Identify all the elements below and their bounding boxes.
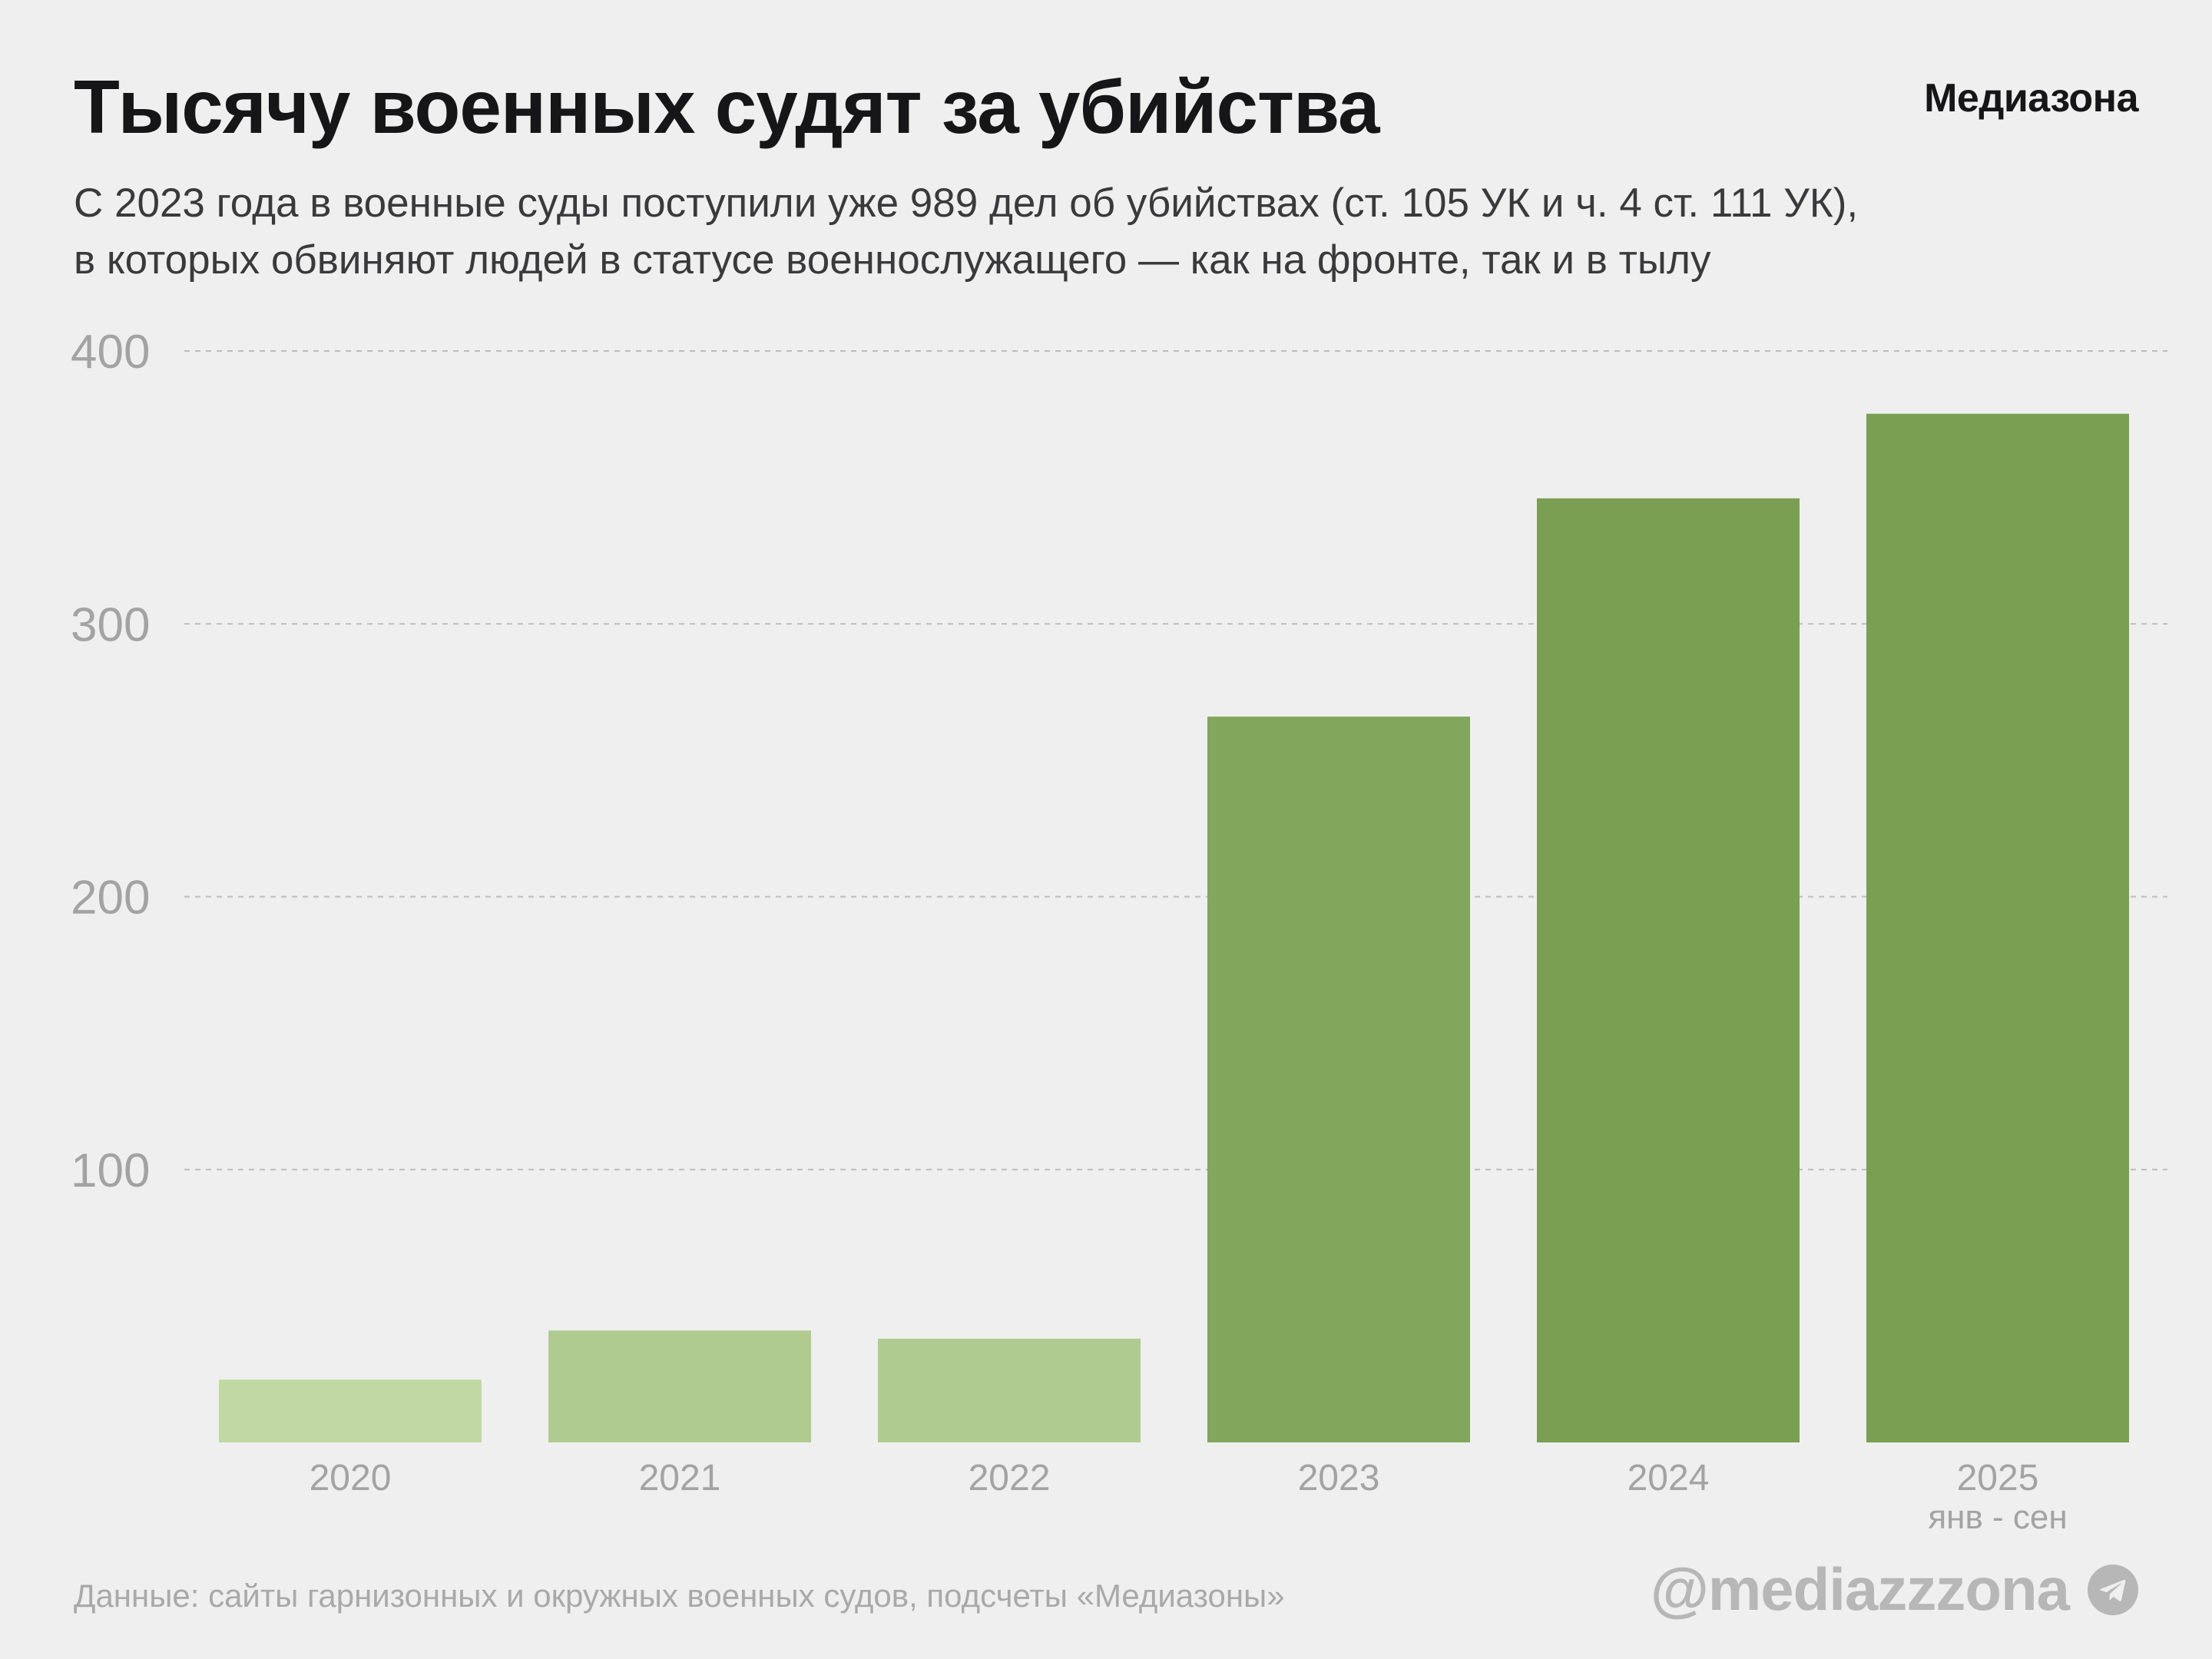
x-tick-label: 2023 bbox=[1298, 1458, 1380, 1498]
bar-2020 bbox=[219, 1379, 482, 1442]
x-tick-sublabel: янв - сен bbox=[1928, 1498, 2067, 1536]
source-note: Данные: сайты гарнизонных и окружных вое… bbox=[74, 1578, 1285, 1614]
subtitle-line-1: С 2023 года в военные суды поступили уже… bbox=[74, 180, 1859, 226]
x-tick-label: 2021 bbox=[639, 1458, 721, 1498]
y-tick-label: 300 bbox=[71, 598, 150, 651]
x-tick-label: 2024 bbox=[1628, 1458, 1710, 1498]
page-title: Тысячу военных судят за убийства bbox=[74, 65, 1380, 149]
label-layer: 100 200 300 400 2020 2021 2022 2023 2024 2025янв … bbox=[71, 326, 2068, 1536]
telegram-glyph bbox=[2099, 1579, 2126, 1601]
x-tick-label: 2022 bbox=[969, 1458, 1051, 1498]
bar-2024 bbox=[1537, 498, 1800, 1443]
subtitle-line-2: в которых обвиняют людей в статусе военн… bbox=[74, 237, 1711, 283]
telegram-icon[interactable] bbox=[2088, 1564, 2138, 1615]
bar-2021 bbox=[548, 1330, 811, 1442]
bar-2022 bbox=[878, 1339, 1141, 1442]
bar-layer bbox=[219, 413, 2129, 1443]
x-tick-label: 2025 bbox=[1957, 1458, 2039, 1498]
bar-2023 bbox=[1207, 717, 1470, 1442]
handle-text[interactable]: @mediazzzona bbox=[1650, 1555, 2070, 1623]
bar-2025 bbox=[1866, 413, 2129, 1442]
social-handle[interactable]: @mediazzzona bbox=[1651, 1555, 2138, 1624]
y-tick-label: 200 bbox=[71, 872, 150, 925]
y-tick-label: 100 bbox=[71, 1144, 150, 1197]
subtitle: С 2023 года в военные суды поступили уже… bbox=[74, 175, 2147, 289]
brand-logo: Медиазона bbox=[1924, 76, 2138, 121]
y-tick-label: 400 bbox=[71, 326, 150, 379]
x-tick-label: 2020 bbox=[310, 1458, 392, 1498]
grid-layer bbox=[184, 350, 2167, 1171]
